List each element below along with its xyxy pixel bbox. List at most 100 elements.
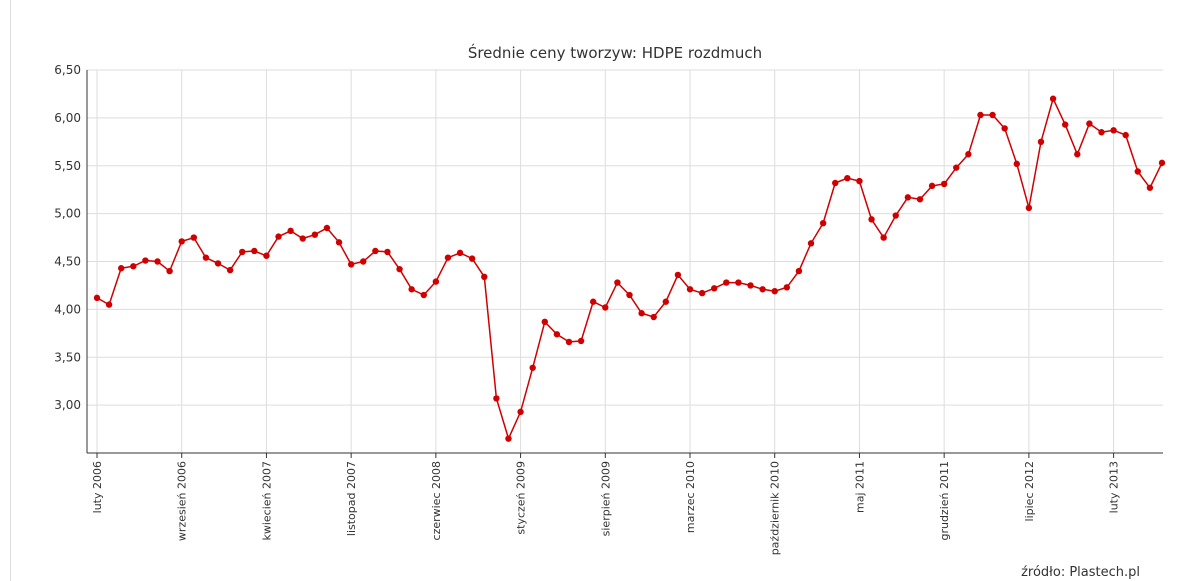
data-point [868, 216, 875, 223]
data-point [892, 212, 899, 219]
data-point [372, 247, 379, 255]
x-tick-label: luty 2013 [1108, 461, 1121, 513]
data-point [638, 310, 645, 317]
data-point [807, 240, 815, 247]
x-tick-label: październik 2010 [769, 461, 782, 555]
data-point [844, 174, 851, 182]
data-point [1037, 138, 1045, 146]
data-point [856, 177, 863, 185]
data-point [686, 286, 694, 293]
data-point [1001, 125, 1008, 132]
chart-title: Średnie ceny tworzyw: HDPE rozdmuch [468, 43, 762, 62]
data-point [1074, 151, 1081, 158]
x-tick-label: listopad 2007 [345, 461, 358, 536]
data-point [880, 234, 887, 241]
data-point [832, 179, 839, 187]
data-point [299, 235, 306, 242]
data-point [940, 180, 948, 188]
data-point [602, 304, 609, 311]
data-point [214, 260, 222, 267]
data-point [432, 278, 440, 285]
data-point [626, 291, 633, 299]
data-point [771, 287, 778, 295]
data-point [577, 337, 585, 345]
data-point [493, 395, 500, 402]
data-point [723, 279, 730, 286]
data-point [662, 298, 670, 305]
data-point [953, 164, 960, 171]
data-point [541, 318, 548, 326]
data-point [468, 255, 476, 262]
data-point [118, 265, 125, 272]
x-tick-label: czerwiec 2008 [430, 461, 443, 540]
data-point [154, 258, 161, 265]
data-point [347, 261, 355, 268]
data-point [747, 282, 754, 289]
data-point [1158, 159, 1166, 167]
y-tick-label: 5,00 [54, 207, 81, 221]
data-point [529, 364, 536, 371]
x-tick-label: marzec 2010 [684, 461, 697, 533]
data-point [698, 289, 706, 297]
x-tick-label: grudzień 2011 [938, 461, 951, 541]
data-point [360, 258, 367, 265]
data-point [178, 238, 185, 245]
data-point [517, 408, 524, 416]
data-point [93, 294, 101, 302]
data-point [735, 279, 742, 286]
x-tick-label: sierpień 2009 [599, 461, 612, 536]
data-point [323, 224, 331, 232]
data-point [759, 286, 766, 293]
data-point [105, 301, 113, 308]
data-point [311, 231, 319, 238]
data-point [1098, 129, 1105, 136]
x-tick-label: maj 2011 [853, 461, 866, 513]
data-point [263, 252, 270, 259]
y-tick-label: 5,50 [54, 159, 81, 173]
data-point [977, 111, 984, 119]
x-tick-label: luty 2006 [91, 461, 104, 513]
data-point [239, 248, 246, 256]
data-point [1122, 131, 1129, 139]
data-point [965, 151, 972, 158]
data-point [989, 111, 996, 119]
data-point [420, 291, 427, 299]
data-point [335, 239, 343, 246]
y-tick-label: 6,50 [54, 63, 81, 77]
data-point [904, 194, 912, 201]
y-tick-label: 6,00 [54, 111, 81, 125]
data-point [1061, 121, 1069, 128]
data-point [1146, 184, 1154, 191]
data-point [166, 267, 173, 275]
data-point [456, 249, 464, 257]
data-line [96, 96, 1163, 441]
data-point [444, 254, 452, 261]
data-point [190, 234, 198, 241]
data-point [408, 286, 415, 293]
data-point [275, 233, 282, 240]
data-point [565, 338, 573, 346]
data-point [711, 285, 718, 292]
data-point [384, 248, 391, 256]
data-point [1025, 204, 1033, 212]
source-note: źródło: Plastech.pl [1021, 565, 1140, 580]
data-point [202, 254, 210, 261]
y-tick-label: 3,00 [54, 398, 81, 412]
data-point [589, 298, 597, 305]
data-point [1013, 160, 1020, 168]
data-point [287, 227, 294, 235]
x-tick-label: styczeń 2009 [515, 461, 528, 535]
data-point [928, 182, 936, 190]
x-tick-label: lipiec 2012 [1023, 461, 1036, 521]
data-point [783, 284, 791, 291]
data-point [1134, 168, 1141, 175]
data-point [674, 271, 682, 279]
data-point [251, 247, 258, 255]
data-point [819, 220, 827, 227]
y-tick-label: 4,00 [54, 302, 81, 316]
data-point [505, 435, 512, 442]
data-point [396, 265, 403, 273]
data-point [226, 266, 234, 274]
data-point [1110, 127, 1117, 134]
